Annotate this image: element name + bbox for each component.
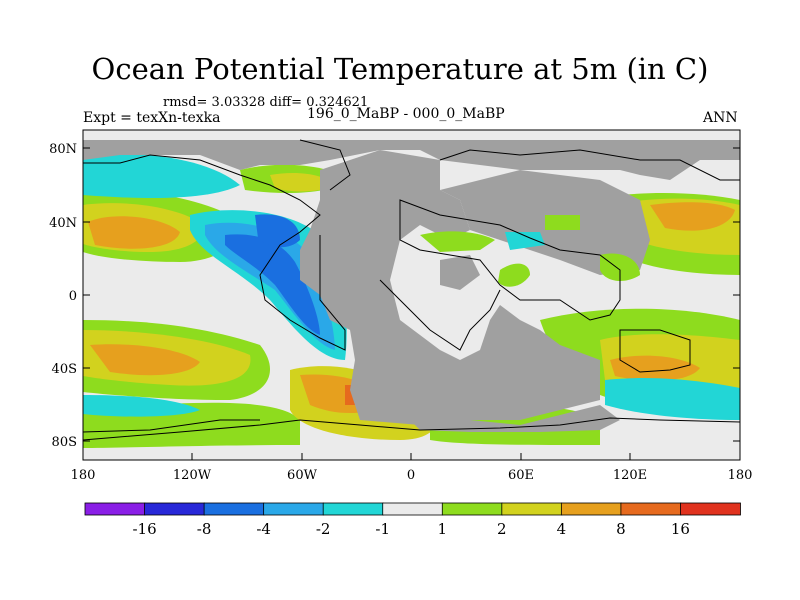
map-plot-area	[83, 130, 740, 460]
experiment-label: Expt = texXn-texka	[83, 110, 221, 126]
lon-label-0: 0	[407, 468, 415, 483]
anomaly-region	[605, 377, 740, 420]
colorbar-swatch	[382, 502, 444, 516]
anomaly-region	[420, 231, 495, 252]
lat-label-40s: 40S	[52, 362, 77, 377]
colorbar-swatch	[144, 502, 206, 516]
coastline	[619, 329, 691, 373]
lon-label-120e: 120E	[613, 468, 647, 483]
colorbar-label: -8	[197, 520, 212, 538]
coastlines	[83, 139, 740, 441]
anomaly-region	[83, 395, 200, 417]
colorbar-label: -16	[132, 520, 156, 538]
lon-label-120w: 120W	[173, 468, 212, 483]
coastline	[399, 199, 621, 321]
colorbar-swatch	[680, 502, 741, 516]
colorbar-swatch	[441, 502, 503, 516]
lat-label-80n: 80N	[49, 142, 77, 157]
colorbar-swatch	[84, 502, 146, 516]
anomaly-region	[505, 232, 545, 250]
colorbar: -16 -8 -4 -2 -1 1 2 4 8 16	[84, 502, 741, 538]
coastline	[379, 279, 501, 351]
anomaly-region	[545, 215, 580, 230]
stats-text: rmsd= 3.03328 diff= 0.324621	[163, 95, 369, 110]
coastline	[439, 149, 740, 181]
anomaly-region	[88, 216, 180, 249]
anomaly-region	[600, 253, 640, 282]
colorbar-label: 4	[557, 520, 567, 538]
colorbar-swatch	[263, 502, 325, 516]
colorbar-label: 1	[437, 520, 447, 538]
colorbar-label: 16	[671, 520, 690, 538]
lon-label-180e: 180	[728, 468, 753, 483]
map-title: Ocean Potential Temperature at 5m (in C)	[91, 52, 709, 86]
lon-label-60w: 60W	[287, 468, 318, 483]
anomaly-region	[90, 344, 200, 376]
lat-label-0: 0	[69, 289, 77, 304]
coastline	[83, 154, 346, 351]
tick-marks	[82, 147, 741, 460]
coastline	[83, 417, 740, 441]
colorbar-swatch	[322, 502, 384, 516]
land-mass	[410, 405, 620, 432]
land-mass	[300, 150, 600, 425]
lon-label-60e: 60E	[508, 468, 534, 483]
lon-label-180w: 180	[71, 468, 96, 483]
anomaly-region	[83, 153, 240, 198]
anomaly-region	[650, 202, 735, 231]
colorbar-label: -2	[316, 520, 331, 538]
season-label: ANN	[703, 110, 738, 126]
colorbar-swatch	[560, 502, 622, 516]
subtitle: 196_0_MaBP - 000_0_MaBP	[307, 106, 505, 122]
anomaly-region	[498, 263, 530, 287]
anomaly-region	[270, 173, 335, 192]
colorbar-swatch	[203, 502, 265, 516]
colorbar-label: 2	[497, 520, 507, 538]
lat-label-40n: 40N	[49, 216, 77, 231]
coastline	[299, 139, 351, 191]
land-mass	[440, 255, 480, 290]
colorbar-label: 8	[616, 520, 626, 538]
colorbar-label: -4	[256, 520, 271, 538]
lat-label-80s: 80S	[52, 435, 77, 450]
anomaly-region	[225, 234, 320, 335]
anomaly-region	[610, 355, 700, 381]
colorbar-swatch	[620, 502, 682, 516]
coastline	[83, 419, 260, 433]
colorbar-swatch	[501, 502, 563, 516]
colorbar-label: -1	[375, 520, 390, 538]
